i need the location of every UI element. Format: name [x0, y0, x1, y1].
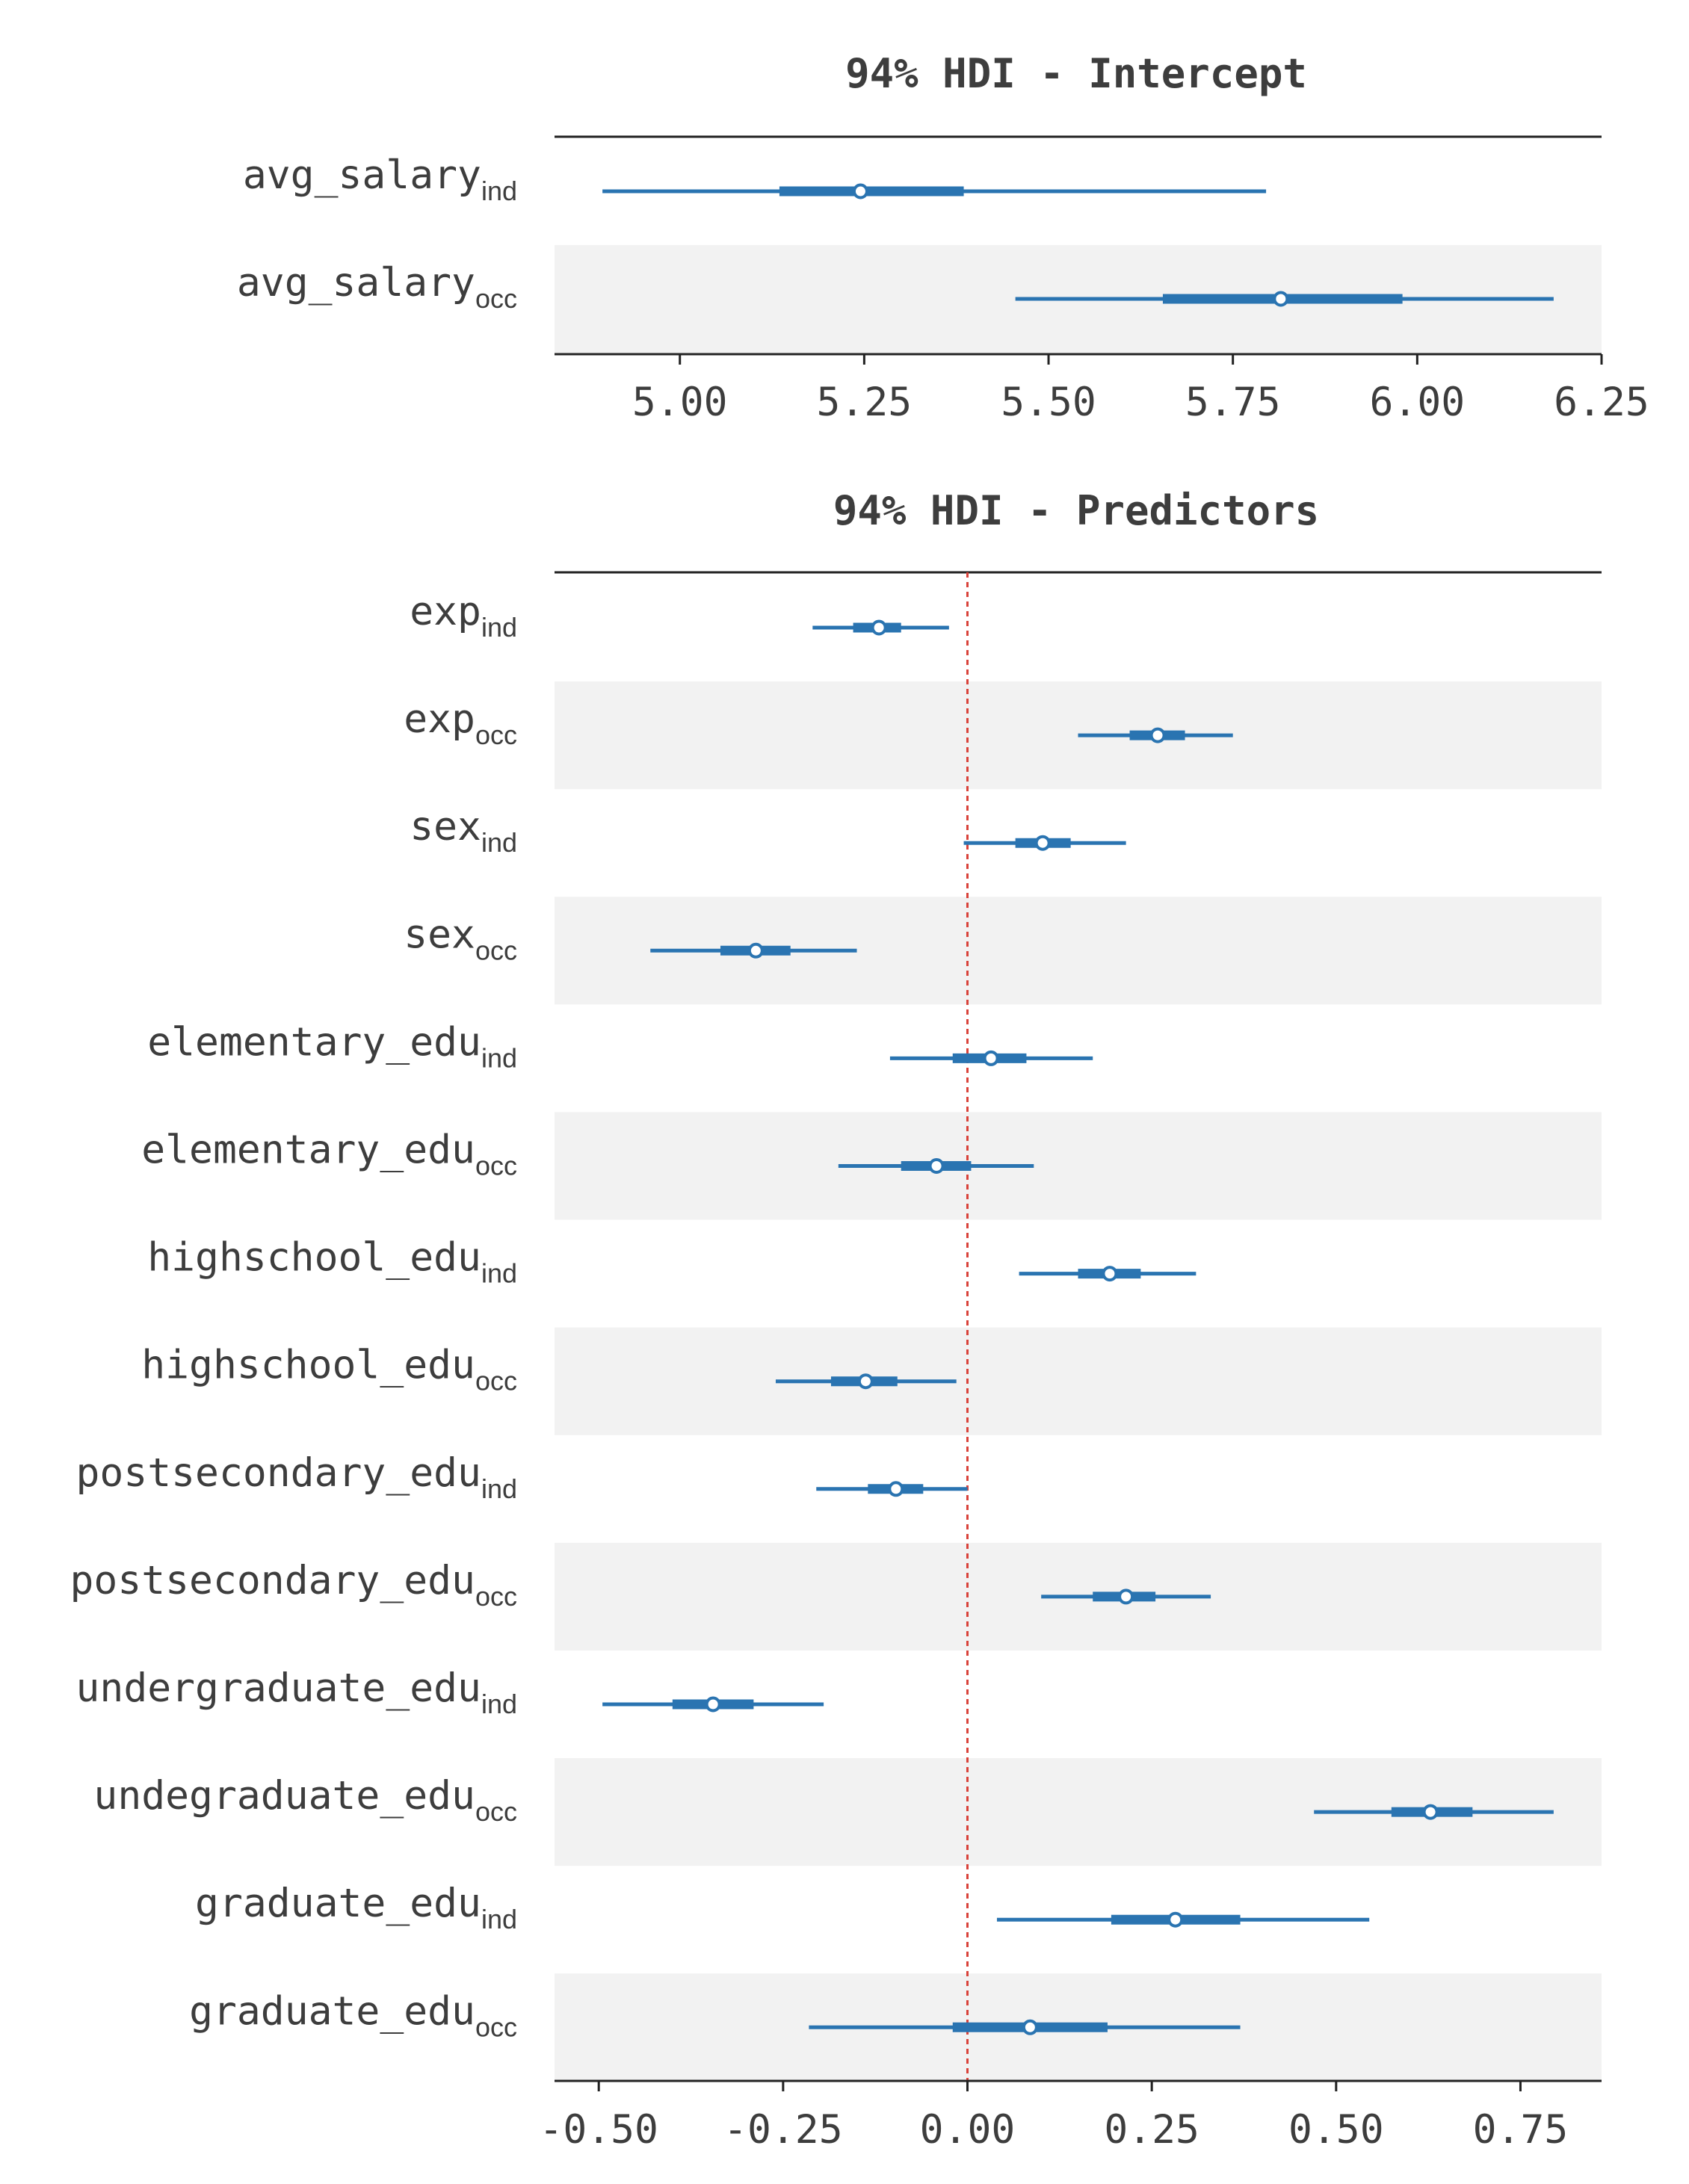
row-label-sex-ind: sexind	[410, 804, 517, 858]
mean-point-highschool-edu-ind	[1102, 1266, 1118, 1282]
row-label-avg-salary-ind: avg_salaryind	[243, 152, 517, 206]
mean-point-undegraduate-edu-occ	[1422, 1804, 1439, 1820]
row-label-subscript: occ	[475, 1796, 517, 1827]
panel-predictors-title: 94% HDI - Predictors	[833, 487, 1319, 534]
row-label-postsecondary-edu-occ: postsecondary_eduocc	[70, 1558, 517, 1612]
row-label-undegraduate-edu-occ: undegraduate_eduocc	[93, 1773, 517, 1827]
mean-point-highschool-edu-occ	[857, 1373, 874, 1390]
row-label-subscript: ind	[481, 612, 517, 643]
row-label-base: graduate_edu	[189, 1988, 475, 2034]
mean-point-undergraduate-edu-ind	[705, 1696, 721, 1713]
x-tick-label: 5.00	[632, 380, 728, 425]
row-label-subscript: occ	[475, 1366, 517, 1396]
row-label-base: avg_salary	[237, 260, 475, 306]
row-label-subscript: ind	[481, 1689, 517, 1719]
row-label-subscript: occ	[475, 283, 517, 314]
x-tick-label: -0.25	[723, 2107, 843, 2153]
row-label-subscript: ind	[481, 1904, 517, 1934]
row-label-subscript: occ	[475, 1581, 517, 1612]
row-label-base: elementary_edu	[141, 1127, 475, 1173]
row-label-graduate-edu-occ: graduate_eduocc	[189, 1988, 517, 2042]
panel-intercept-rows	[602, 183, 1554, 307]
row-label-exp-occ: expocc	[404, 696, 517, 750]
mean-point-graduate-edu-occ	[1022, 2019, 1038, 2035]
row-label-base: exp	[404, 696, 475, 742]
row-label-base: elementary_edu	[147, 1019, 481, 1065]
mean-point-avg-salary-ind	[852, 183, 868, 199]
x-tick-label: 5.75	[1185, 380, 1281, 425]
row-label-graduate-edu-ind: graduate_eduind	[195, 1881, 517, 1934]
row-label-subscript: ind	[481, 176, 517, 206]
row-label-base: graduate_edu	[195, 1881, 481, 1926]
mean-point-avg-salary-occ	[1273, 291, 1289, 307]
mean-point-graduate-edu-ind	[1167, 1911, 1184, 1928]
x-tick-label: 5.50	[1001, 380, 1096, 425]
mean-point-elementary-edu-occ	[928, 1158, 945, 1174]
row-label-base: avg_salary	[243, 152, 481, 198]
panel-intercept: 94% HDI - Intercept avg_salaryindavg_sal…	[237, 50, 1649, 425]
row-label-subscript: ind	[481, 827, 517, 858]
panel-predictors: 94% HDI - Predictors expindexpoccsexinds…	[70, 487, 1602, 2153]
row-label-base: undergraduate_edu	[76, 1665, 481, 1711]
x-tick-label: 0.50	[1288, 2107, 1384, 2153]
row-label-subscript: occ	[475, 2011, 517, 2042]
row-label-highschool-edu-ind: highschool_eduind	[147, 1235, 517, 1289]
row-label-undergraduate-edu-ind: undergraduate_eduind	[76, 1665, 518, 1719]
mean-point-elementary-edu-ind	[983, 1050, 999, 1066]
mean-point-sex-occ	[747, 942, 764, 959]
row-label-subscript: ind	[481, 1473, 517, 1504]
row-label-base: exp	[410, 589, 481, 634]
row-label-sex-occ: sexocc	[404, 912, 517, 965]
row-label-subscript: ind	[481, 1042, 517, 1073]
row-label-highschool-edu-occ: highschool_eduocc	[141, 1343, 517, 1396]
row-label-base: undegraduate_edu	[93, 1773, 475, 1819]
row-label-subscript: ind	[481, 1258, 517, 1289]
row-label-base: highschool_edu	[147, 1235, 481, 1281]
row-label-exp-ind: expind	[410, 589, 517, 643]
row-label-subscript: occ	[475, 935, 517, 965]
x-tick-label: 6.00	[1370, 380, 1466, 425]
row-label-base: sex	[410, 804, 481, 850]
row-label-elementary-edu-ind: elementary_eduind	[147, 1019, 517, 1073]
panel-predictors-row-labels: expindexpoccsexindsexoccelementary_eduin…	[70, 589, 517, 2042]
mean-point-postsecondary-edu-ind	[888, 1481, 904, 1497]
panel-intercept-title: 94% HDI - Intercept	[845, 50, 1307, 97]
row-label-postsecondary-edu-ind: postsecondary_eduind	[76, 1450, 518, 1504]
row-label-base: sex	[404, 912, 475, 957]
row-label-avg-salary-occ: avg_salaryocc	[237, 260, 517, 314]
x-tick-label: 0.25	[1104, 2107, 1199, 2153]
mean-point-postsecondary-edu-occ	[1118, 1588, 1134, 1605]
row-label-base: postsecondary_edu	[70, 1558, 475, 1603]
row-label-subscript: occ	[475, 720, 517, 750]
x-tick-label: 0.00	[920, 2107, 1016, 2153]
row-band-elementary-edu-occ	[555, 1112, 1602, 1220]
row-band-highschool-edu-occ	[555, 1327, 1602, 1435]
x-tick-label: -0.50	[539, 2107, 658, 2153]
row-label-elementary-edu-occ: elementary_eduocc	[141, 1127, 517, 1181]
row-label-base: postsecondary_edu	[76, 1450, 481, 1496]
mean-point-sex-ind	[1034, 835, 1051, 851]
row-label-base: highschool_edu	[141, 1343, 475, 1388]
panel-predictors-bands	[555, 681, 1602, 2082]
mean-point-exp-occ	[1149, 727, 1166, 743]
row-label-subscript: occ	[475, 1151, 517, 1181]
panel-predictors-x-ticks: -0.50 -0.25 0.00 0.25 0.50 0.75	[539, 2081, 1568, 2153]
panel-intercept-x-ticks: 5.00 5.25 5.50 5.75 6.00 6.25	[632, 354, 1649, 425]
x-tick-label: 6.25	[1554, 380, 1649, 425]
panel-predictors-rows	[602, 619, 1554, 2035]
x-tick-label: 5.25	[817, 380, 913, 425]
mean-point-exp-ind	[871, 619, 887, 636]
x-tick-label: 0.75	[1473, 2107, 1569, 2153]
